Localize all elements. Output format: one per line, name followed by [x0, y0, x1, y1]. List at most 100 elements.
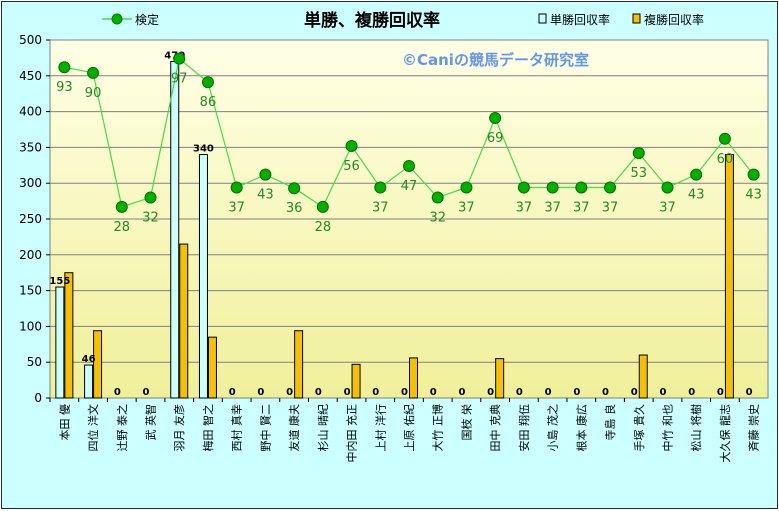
x-category-label: 手塚 貴久: [632, 404, 646, 452]
x-category-label: 松山 将樹: [689, 404, 703, 452]
bar-label-tansho: 0: [545, 387, 552, 398]
x-category-label: 本田 優: [57, 404, 71, 441]
bar-fukusho: [93, 330, 103, 399]
bar-label-tansho: 0: [229, 387, 236, 398]
x-category-label: 寺島 良: [603, 404, 617, 441]
y-tick-label: 300: [19, 176, 42, 190]
kentei-point: [173, 52, 186, 65]
bar-label-tansho: 0: [659, 387, 666, 398]
kentei-label: 43: [745, 188, 762, 203]
legend-item-kentei: 検定: [102, 12, 159, 27]
x-category-label: 上原 佑紀: [402, 404, 416, 452]
x-category-label: 国枝 栄: [459, 404, 473, 441]
bar-label-tansho: 0: [631, 387, 638, 398]
bar-label-tansho: 0: [286, 387, 293, 398]
kentei-point: [661, 181, 674, 194]
bar-tansho: [55, 286, 65, 399]
bar-label-tansho: 0: [143, 387, 150, 398]
x-category-label: 田中 克典: [488, 404, 502, 452]
x-category-label: 大竹 正博: [431, 404, 445, 452]
x-category-label: 小島 茂之: [546, 404, 560, 452]
kentei-label: 37: [228, 200, 245, 215]
x-category-label: 四位 洋文: [86, 404, 100, 452]
kentei-label: 37: [544, 200, 561, 215]
y-tick-label: 350: [19, 140, 42, 154]
x-category-label: 上村 洋行: [373, 404, 387, 452]
x-category-label: 梅田 智之: [201, 404, 215, 452]
x-category-label: 辻野 泰之: [115, 404, 129, 452]
kentei-point: [431, 191, 444, 204]
bar-label-tansho: 0: [430, 387, 437, 398]
kentei-label: 37: [602, 200, 619, 215]
bar-label-tansho: 0: [315, 387, 322, 398]
bar-fukusho: [495, 358, 505, 399]
x-category-label: 羽月 友彦: [172, 404, 186, 452]
x-category-label: 中竹 和也: [660, 404, 674, 452]
kentei-point: [144, 191, 157, 204]
bar-tansho: [84, 364, 94, 399]
kentei-label: 37: [516, 200, 533, 215]
legend-label-fukusho: 複勝回収率: [644, 12, 704, 27]
kentei-label: 93: [56, 80, 73, 95]
kentei-label: 37: [659, 200, 676, 215]
bar-label-tansho: 0: [746, 387, 753, 398]
legend-item-tansho: 単勝回収率: [538, 12, 610, 27]
bar-tansho: [198, 154, 208, 399]
kentei-point: [201, 76, 214, 89]
bar-fukusho: [179, 243, 189, 399]
bar-fukusho: [294, 330, 304, 399]
bar-label-tansho: 340: [193, 144, 214, 155]
legend-label-tansho: 単勝回収率: [550, 12, 610, 27]
kentei-label: 47: [401, 179, 418, 194]
kentei-point: [489, 112, 502, 125]
x-category-label: 大久保 龍志: [718, 404, 732, 463]
bar-label-tansho: 0: [688, 387, 695, 398]
y-tick-label: 50: [27, 355, 42, 369]
kentei-label: 97: [171, 72, 188, 87]
kentei-label: 86: [200, 95, 217, 110]
kentei-point: [230, 181, 243, 194]
bar-label-tansho: 0: [372, 387, 379, 398]
bar-label-tansho: 0: [602, 387, 609, 398]
x-category-label: 斉藤 崇史: [747, 404, 761, 452]
x-category-label: 安田 翔伍: [517, 404, 531, 452]
kentei-point: [259, 168, 272, 181]
bar-fukusho: [351, 363, 361, 399]
y-tick-label: 500: [19, 33, 42, 47]
kentei-label: 43: [257, 188, 274, 203]
gridlines: [50, 75, 768, 363]
bar-label-tansho: 0: [573, 387, 580, 398]
bar-tansho: [170, 60, 180, 399]
x-category-label: 野中 賢二: [259, 404, 272, 452]
kentei-point: [718, 132, 731, 145]
y-tick-label: 400: [19, 105, 42, 119]
x-category-label: 杉山 晴紀: [316, 404, 330, 452]
bar-label-tansho: 0: [114, 387, 121, 398]
bar-fukusho: [409, 357, 418, 399]
legend-item-fukusho: 複勝回収率: [632, 12, 704, 27]
kentei-label: 28: [315, 220, 332, 235]
kentei-line: 93 90 28 32 97 86 37 43 36 28 56 37 47 32 37 69 37 37 37 37…: [56, 52, 762, 235]
x-category-label: 根本 康広: [574, 404, 588, 452]
y-tick-label: 100: [19, 319, 42, 333]
kentei-point: [632, 147, 645, 160]
bar-label-tansho: 0: [487, 387, 494, 398]
kentei-label: 28: [114, 220, 131, 235]
kentei-point: [604, 181, 617, 194]
kentei-point: [690, 168, 703, 181]
y-tick-label: 150: [19, 284, 42, 298]
bar-label-tansho: 0: [516, 387, 523, 398]
legend-label-kentei: 検定: [135, 12, 159, 27]
bar-label-tansho: 0: [717, 387, 724, 398]
bar-label-tansho: 0: [344, 387, 351, 398]
kentei-point: [517, 181, 530, 194]
kentei-label: 37: [372, 200, 389, 215]
kentei-point: [575, 181, 588, 194]
x-category-label: 中内田 充正: [345, 404, 359, 463]
bar-label-tansho: 0: [257, 387, 264, 398]
kentei-label: 36: [286, 201, 303, 216]
kentei-label: 56: [343, 159, 360, 174]
bar-fukusho: [64, 272, 74, 399]
